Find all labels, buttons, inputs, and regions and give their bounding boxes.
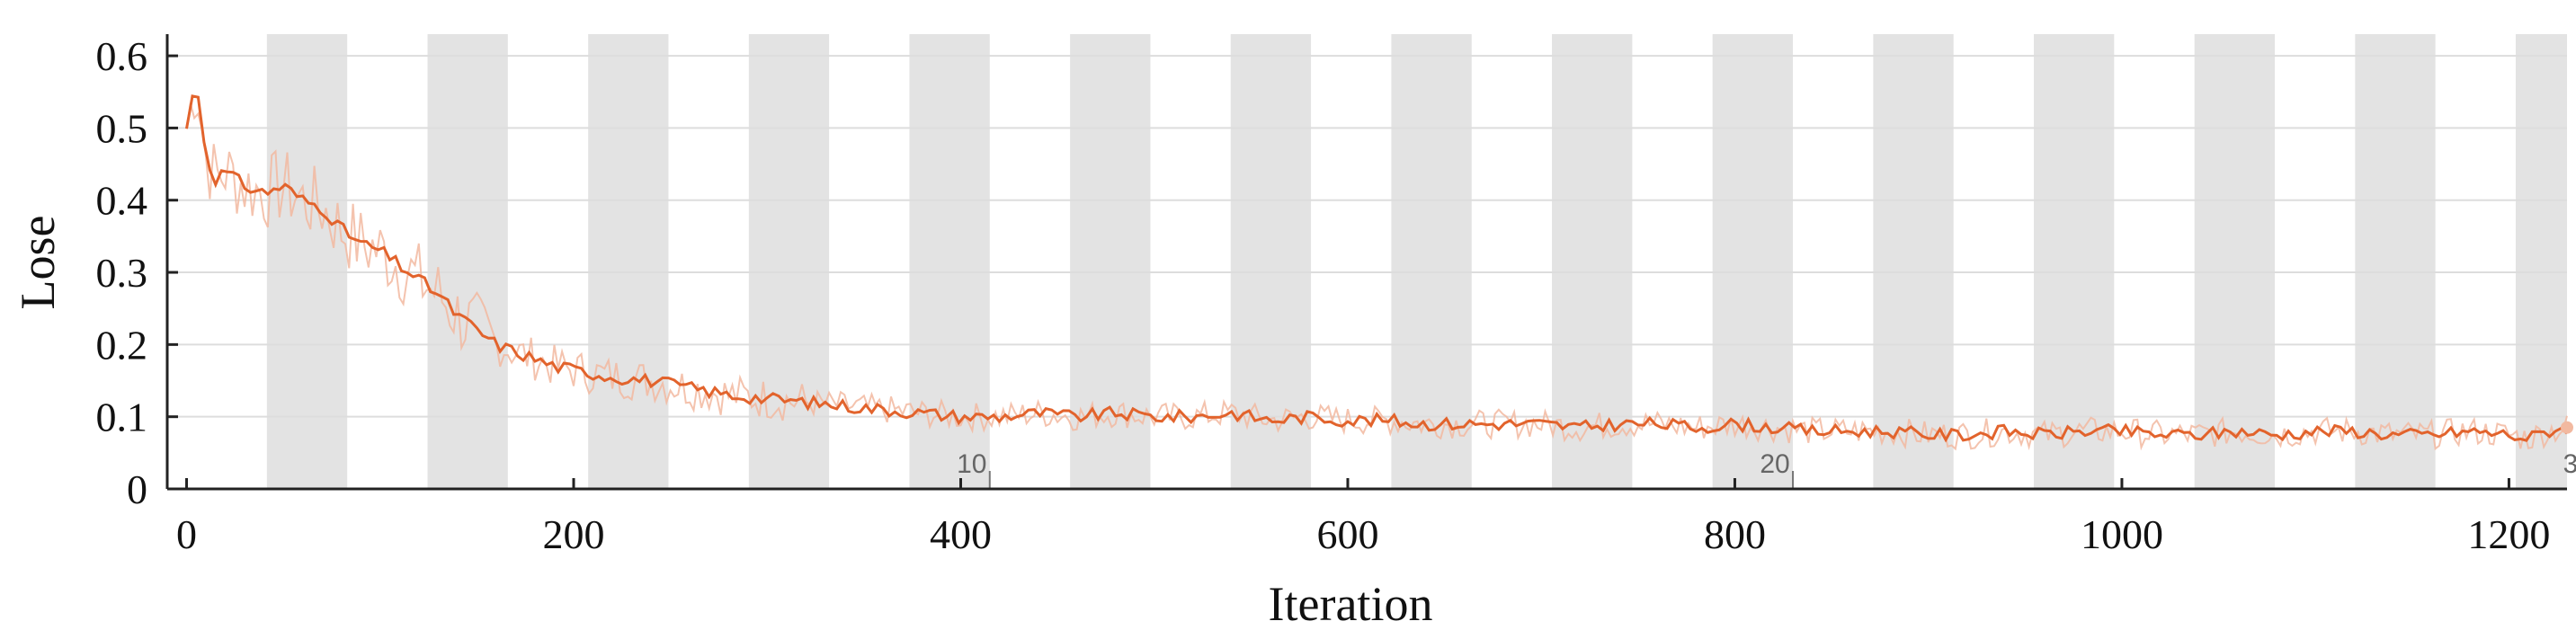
y-tick-label: 0.4 bbox=[96, 178, 148, 224]
smoothed-loss-line bbox=[185, 94, 2568, 443]
axes bbox=[165, 34, 2567, 491]
y-axis-label: Lose bbox=[11, 216, 65, 310]
y-tick-label: 0.3 bbox=[96, 250, 148, 296]
epoch-band bbox=[1391, 34, 1472, 489]
epoch-band bbox=[1552, 34, 1633, 489]
x-tick-label: 200 bbox=[543, 511, 605, 557]
grid-lines bbox=[167, 55, 2567, 418]
epoch-markers: 10 20 30 bbox=[957, 449, 2576, 489]
epoch-band bbox=[427, 34, 508, 489]
epoch-band bbox=[1873, 34, 1954, 489]
epoch-band bbox=[748, 34, 830, 489]
smoothed-loss-layer bbox=[185, 94, 2573, 443]
epoch-marker-label: 10 bbox=[957, 449, 986, 479]
epoch-band bbox=[2194, 34, 2275, 489]
x-tick-label: 0 bbox=[176, 511, 197, 557]
epoch-band bbox=[2034, 34, 2115, 489]
x-tick-label: 600 bbox=[1316, 511, 1378, 557]
x-tick-label: 400 bbox=[930, 511, 992, 557]
y-tick-label: 0.5 bbox=[96, 105, 148, 151]
epoch-band bbox=[2355, 34, 2436, 489]
x-axis-label: Iteration bbox=[1269, 577, 1433, 631]
epoch-marker-label: 30 bbox=[2563, 449, 2576, 479]
epoch-band bbox=[1712, 34, 1794, 489]
x-tick-label: 1200 bbox=[2467, 511, 2550, 557]
epoch-band bbox=[588, 34, 669, 489]
y-axis-ticks: 0 0.1 0.2 0.3 0.4 0.5 0.6 bbox=[96, 33, 178, 512]
x-tick-label: 1000 bbox=[2081, 511, 2163, 557]
y-tick-label: 0.2 bbox=[96, 322, 148, 368]
epoch-band bbox=[2515, 34, 2567, 489]
x-axis-ticks: 0 200 400 600 800 1000 1200 bbox=[176, 478, 2550, 557]
x-tick-label: 800 bbox=[1704, 511, 1766, 557]
epoch-band bbox=[266, 34, 348, 489]
y-tick-label: 0 bbox=[127, 466, 147, 512]
y-tick-label: 0.6 bbox=[96, 33, 148, 79]
last-point-marker bbox=[2561, 421, 2573, 434]
epoch-marker-label: 20 bbox=[1760, 449, 1789, 479]
y-tick-label: 0.1 bbox=[96, 395, 148, 440]
